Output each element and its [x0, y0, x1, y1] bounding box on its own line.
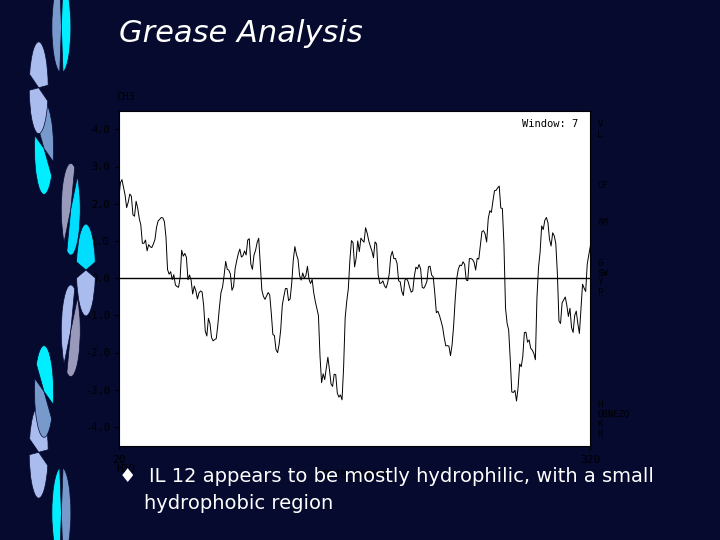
Wedge shape: [35, 136, 52, 194]
Wedge shape: [37, 103, 53, 161]
Wedge shape: [61, 468, 71, 540]
Text: CF: CF: [598, 180, 608, 190]
X-axis label: I12B_HUMAN: I12B_HUMAN: [321, 469, 388, 480]
Text: Grease Analysis: Grease Analysis: [119, 19, 363, 48]
Wedge shape: [61, 285, 75, 363]
Wedge shape: [52, 468, 61, 540]
Wedge shape: [30, 87, 48, 133]
Wedge shape: [35, 379, 52, 437]
Wedge shape: [52, 0, 61, 72]
Text: V
L: V L: [598, 120, 603, 139]
Wedge shape: [30, 407, 48, 453]
Text: CH3: CH3: [117, 92, 135, 103]
Text: ♦  IL 12 appears to be mostly hydrophilic, with a small: ♦ IL 12 appears to be mostly hydrophilic…: [119, 467, 654, 486]
Wedge shape: [30, 42, 48, 87]
Text: H
DBNEZQ
K
R: H DBNEZQ K R: [598, 401, 630, 438]
Wedge shape: [67, 298, 80, 376]
Wedge shape: [61, 164, 75, 242]
Text: Window: 7: Window: 7: [523, 119, 579, 129]
Wedge shape: [76, 224, 95, 270]
Wedge shape: [67, 177, 80, 255]
Wedge shape: [76, 270, 95, 316]
Wedge shape: [61, 0, 71, 72]
Text: H2O: H2O: [117, 464, 135, 474]
Wedge shape: [37, 346, 53, 404]
Text: G
SW
Y
P: G SW Y P: [598, 259, 608, 297]
Text: AM: AM: [598, 218, 608, 227]
Text: hydrophobic region: hydrophobic region: [119, 494, 333, 513]
Wedge shape: [30, 453, 48, 498]
